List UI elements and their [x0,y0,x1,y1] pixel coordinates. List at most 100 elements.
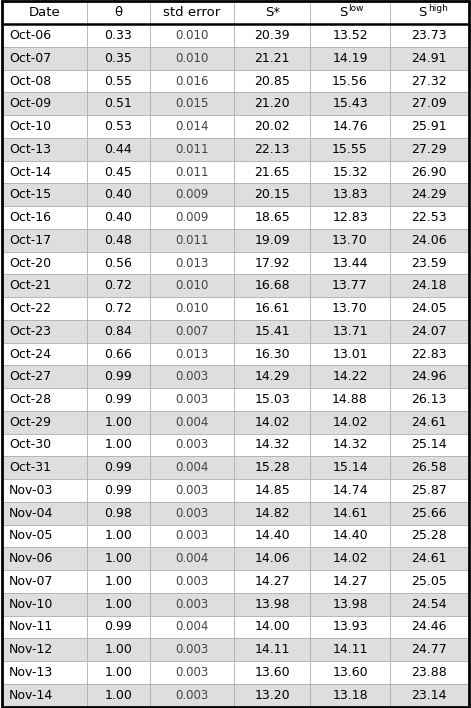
Bar [234,593,310,615]
Bar [2,297,87,320]
Bar [390,275,469,297]
Text: θ: θ [114,6,122,19]
Bar [390,502,469,525]
Text: 16.61: 16.61 [254,302,290,315]
Text: Nov-12: Nov-12 [9,643,53,656]
Bar [390,183,469,206]
Bar [234,457,310,479]
Text: 24.46: 24.46 [411,620,447,634]
Bar [150,69,234,93]
Text: Oct-15: Oct-15 [9,188,51,201]
Text: 25.05: 25.05 [411,575,447,588]
Text: 23.14: 23.14 [411,689,447,702]
Text: 0.003: 0.003 [175,530,209,542]
Bar [150,615,234,639]
Text: 0.99: 0.99 [105,393,132,406]
Bar [390,570,469,593]
Bar [87,183,150,206]
Bar [390,206,469,229]
Text: 24.61: 24.61 [411,552,447,565]
Text: S*: S* [265,6,280,19]
Bar [390,547,469,570]
Bar [87,320,150,343]
Text: 16.30: 16.30 [254,348,290,360]
Text: 1.00: 1.00 [104,689,132,702]
Bar [87,661,150,684]
Text: 14.32: 14.32 [332,438,368,452]
Text: 15.14: 15.14 [332,461,368,474]
Bar [87,93,150,115]
Bar [310,525,390,547]
Text: 14.00: 14.00 [254,620,290,634]
Bar [310,547,390,570]
Bar [310,229,390,251]
Text: 0.014: 0.014 [175,120,209,133]
Bar [390,93,469,115]
Bar [87,229,150,251]
Text: 14.19: 14.19 [332,52,368,65]
Bar [234,365,310,388]
Text: 14.11: 14.11 [332,643,368,656]
Text: 24.05: 24.05 [411,302,447,315]
Text: 13.77: 13.77 [332,279,368,292]
Bar [87,206,150,229]
Text: 0.66: 0.66 [105,348,132,360]
Text: 1.00: 1.00 [104,643,132,656]
Text: 14.27: 14.27 [254,575,290,588]
Text: 20.85: 20.85 [254,74,290,88]
Text: 0.004: 0.004 [175,552,209,565]
Bar [150,275,234,297]
Text: 22.53: 22.53 [411,211,447,224]
Bar [390,138,469,161]
Bar [390,661,469,684]
Text: 15.41: 15.41 [254,325,290,338]
Bar [234,229,310,251]
Text: 14.76: 14.76 [332,120,368,133]
Bar [150,161,234,183]
Bar [234,479,310,502]
Text: Nov-06: Nov-06 [9,552,54,565]
Bar [234,547,310,570]
Text: 1.00: 1.00 [104,598,132,611]
Text: 0.48: 0.48 [104,234,132,247]
Bar [2,138,87,161]
Text: 0.45: 0.45 [104,166,132,178]
Bar [2,593,87,615]
Bar [150,47,234,69]
Text: S: S [339,6,348,19]
Text: 0.015: 0.015 [175,97,209,110]
Text: 15.56: 15.56 [332,74,368,88]
Text: 0.007: 0.007 [175,325,209,338]
Bar [2,365,87,388]
Bar [87,115,150,138]
Text: 0.003: 0.003 [175,370,209,383]
Bar [310,365,390,388]
Text: 0.003: 0.003 [175,643,209,656]
Bar [150,684,234,707]
Bar [150,115,234,138]
Bar [150,183,234,206]
Bar [234,69,310,93]
Bar [87,411,150,433]
Text: 14.27: 14.27 [332,575,368,588]
Text: 1.00: 1.00 [104,416,132,429]
Text: 25.87: 25.87 [411,484,447,497]
Text: low: low [349,4,364,13]
Bar [2,343,87,365]
Text: 0.004: 0.004 [175,461,209,474]
Text: 0.013: 0.013 [175,348,209,360]
Text: 0.003: 0.003 [175,507,209,520]
Bar [234,161,310,183]
Text: 0.99: 0.99 [105,484,132,497]
Bar [150,229,234,251]
Bar [310,206,390,229]
Bar [150,502,234,525]
Bar [310,93,390,115]
Text: Oct-16: Oct-16 [9,211,51,224]
Text: 15.28: 15.28 [254,461,290,474]
Text: Oct-20: Oct-20 [9,256,51,270]
Text: Nov-13: Nov-13 [9,666,53,679]
Bar [234,343,310,365]
Bar [234,115,310,138]
Text: Oct-27: Oct-27 [9,370,51,383]
